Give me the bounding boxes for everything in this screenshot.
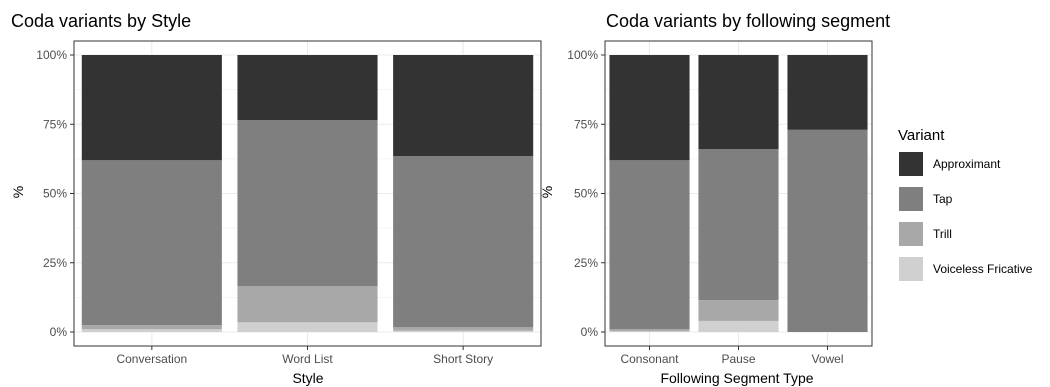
legend-key-voiceless-fricative	[899, 257, 923, 281]
legend-key-tap	[899, 187, 923, 211]
bar-pause-approximant	[698, 55, 779, 150]
y-axis-label: %	[10, 186, 26, 198]
bar-conversation-approximant	[81, 55, 222, 161]
y-tick-label: 25%	[43, 256, 67, 270]
legend: Variant Approximant Tap Trill Voiceless Fri…	[898, 127, 1033, 281]
bar-short-story-approximant	[393, 55, 534, 157]
legend-label-trill: Trill	[933, 227, 952, 241]
y-tick-label: 25%	[574, 256, 598, 270]
chart-title: Coda variants by following segment	[606, 11, 890, 31]
y-axis-label: %	[539, 186, 555, 198]
chart-panel-following-segment: Coda variants by following segment Follo…	[539, 11, 890, 386]
bar-conversation-trill	[81, 325, 222, 330]
y-tick-label: 100%	[567, 48, 598, 62]
bar-vowel-approximant	[787, 55, 868, 130]
x-tick-label-word-list: Word List	[282, 352, 333, 366]
bar-short-story-trill	[393, 327, 534, 331]
legend-label-approximant: Approximant	[933, 157, 1001, 171]
chart-panel-style: Coda variants by Style Style % 0% 25% 50% 7…	[10, 11, 542, 386]
legend-label-tap: Tap	[933, 192, 953, 206]
bar-vowel-tap	[787, 129, 868, 332]
bar-word-list-approximant	[237, 55, 378, 121]
bar-conversation-tap	[81, 160, 222, 326]
y-tick-label: 50%	[43, 187, 67, 201]
x-tick-label-pause: Pause	[721, 352, 755, 366]
legend-key-trill	[899, 222, 923, 246]
x-axis-label: Style	[292, 370, 323, 386]
bar-short-story-tap	[393, 156, 534, 328]
bar-word-list-trill	[237, 286, 378, 323]
x-axis-label: Following Segment Type	[660, 370, 813, 386]
legend-label-voiceless-fricative: Voiceless Fricative	[933, 262, 1033, 276]
bar-short-story-voiceless-fricative	[393, 330, 534, 332]
bar-word-list-voiceless-fricative	[237, 322, 378, 332]
bar-consonant-voiceless-fricative	[609, 331, 690, 332]
x-tick-label-conversation: Conversation	[116, 352, 187, 366]
bar-pause-voiceless-fricative	[698, 320, 779, 332]
y-tick-label: 50%	[574, 187, 598, 201]
y-tick-label: 0%	[581, 325, 599, 339]
bar-conversation-voiceless-fricative	[81, 329, 222, 332]
bar-consonant-approximant	[609, 55, 690, 161]
bar-consonant-trill	[609, 329, 690, 332]
chart-title: Coda variants by Style	[11, 11, 191, 31]
y-tick-label: 75%	[574, 117, 598, 131]
legend-key-approximant	[899, 152, 923, 176]
x-tick-label-vowel: Vowel	[811, 352, 843, 366]
y-tick-label: 75%	[43, 117, 67, 131]
y-tick-label: 0%	[50, 325, 68, 339]
bar-pause-trill	[698, 300, 779, 321]
x-tick-label-short-story: Short Story	[433, 352, 493, 366]
legend-title: Variant	[898, 127, 945, 144]
bar-word-list-tap	[237, 120, 378, 287]
bar-pause-tap	[698, 149, 779, 301]
y-tick-label: 100%	[36, 48, 67, 62]
x-tick-label-consonant: Consonant	[620, 352, 679, 366]
bar-consonant-tap	[609, 160, 690, 330]
